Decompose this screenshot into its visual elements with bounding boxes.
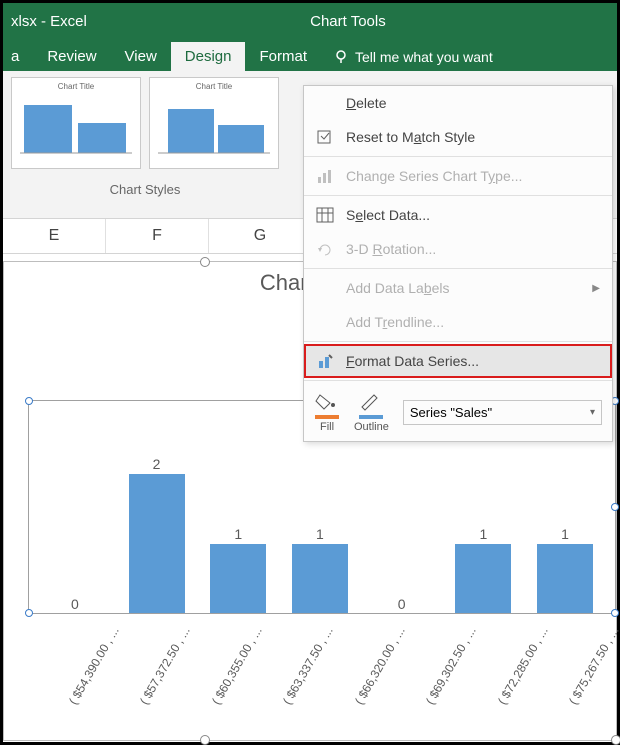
bar-value-label: 1	[561, 526, 569, 542]
menu-item-label: Add Data Labels	[346, 280, 450, 296]
selection-handle-icon[interactable]	[200, 257, 210, 267]
blank-icon	[314, 278, 336, 298]
bar-column[interactable]: 1	[537, 526, 593, 614]
bar[interactable]	[537, 544, 593, 614]
x-axis-label: ( $57,372.50 , ...	[137, 652, 177, 707]
bar-series[interactable]: 0 2 1 1 0 1 1	[34, 414, 606, 614]
selection-handle-icon[interactable]	[200, 735, 210, 745]
column-header[interactable]: G	[209, 219, 312, 253]
rotate-icon	[314, 239, 336, 259]
title-bar: xlsx - Excel Chart Tools	[3, 3, 617, 39]
x-axis-label: ( $54,390.00 , ...	[66, 652, 106, 707]
menu-item-label: Change Series Chart Type...	[346, 168, 522, 184]
x-axis-label: ( $72,285.00 , ...	[495, 652, 535, 707]
bar-column[interactable]: 0	[47, 596, 103, 614]
menu-item: Add Data Labels ▶	[304, 271, 612, 305]
series-selector[interactable]: Series "Sales"▾	[403, 400, 602, 425]
bar[interactable]	[292, 544, 348, 614]
fill-bucket-icon	[314, 391, 340, 413]
tell-me-search[interactable]: Tell me what you want	[321, 43, 505, 71]
bar-value-label: 2	[153, 456, 161, 472]
x-axis-label: ( $60,355.00 , ...	[209, 652, 249, 707]
outline-tool[interactable]: Outline	[354, 391, 389, 433]
ribbon-tab-strip: aReviewViewDesignFormatTell me what you …	[3, 39, 617, 71]
bar-column[interactable]: 1	[210, 526, 266, 614]
dropdown-arrow-icon: ▾	[590, 407, 595, 418]
menu-item: 3-D Rotation...	[304, 232, 612, 266]
menu-item[interactable]: Delete	[304, 86, 612, 120]
blank-icon	[314, 312, 336, 332]
filename-label: xlsx - Excel	[11, 13, 87, 30]
x-axis-label: ( $69,302.50 , ...	[423, 652, 463, 707]
lightbulb-icon	[333, 49, 349, 65]
format-icon	[314, 351, 336, 371]
menu-item-label: Select Data...	[346, 207, 430, 223]
bar-value-label: 0	[398, 596, 406, 612]
tab-review[interactable]: Review	[33, 42, 110, 71]
selection-handle-icon[interactable]	[611, 735, 620, 745]
menu-item-label: Format Data Series...	[346, 353, 479, 369]
mini-toolbar: Fill Outline Series "Sales"▾	[304, 383, 612, 441]
bar-column[interactable]: 1	[455, 526, 511, 614]
chart-style-thumb[interactable]: Chart Title	[11, 77, 141, 169]
chart-tools-label: Chart Tools	[272, 13, 424, 30]
tab-view[interactable]: View	[111, 42, 171, 71]
x-axis-labels: ( $54,390.00 , ...( $57,372.50 , ...( $6…	[34, 666, 606, 680]
menu-item-label: 3-D Rotation...	[346, 241, 436, 257]
outline-swatch	[359, 415, 383, 419]
menu-item: Add Trendline...	[304, 305, 612, 339]
column-header[interactable]: E	[3, 219, 106, 253]
menu-item-label: Reset to Match Style	[346, 129, 475, 145]
bar-value-label: 1	[234, 526, 242, 542]
bar[interactable]	[129, 474, 185, 614]
bar-column[interactable]: 0	[374, 596, 430, 614]
blank-icon	[314, 93, 336, 113]
submenu-arrow-icon: ▶	[592, 283, 600, 294]
reset-icon	[314, 127, 336, 147]
tab-a[interactable]: a	[7, 42, 33, 71]
bar-value-label: 0	[71, 596, 79, 612]
x-axis-label: ( $63,337.50 , ...	[280, 652, 320, 707]
menu-item[interactable]: Format Data Series...	[304, 344, 612, 378]
bar-value-label: 1	[479, 526, 487, 542]
tab-format[interactable]: Format	[245, 42, 321, 71]
chart-styles-label: Chart Styles	[11, 182, 279, 197]
menu-item: Change Series Chart Type...	[304, 159, 612, 193]
bar-column[interactable]: 2	[129, 456, 185, 614]
bar-value-label: 1	[316, 526, 324, 542]
x-axis-label: ( $66,320.00 , ...	[352, 652, 392, 707]
x-axis-label: ( $75,267.50 , ...	[566, 652, 606, 707]
fill-tool[interactable]: Fill	[314, 391, 340, 433]
chart-style-thumb[interactable]: Chart Title	[149, 77, 279, 169]
thumbnail-chart-icon	[154, 95, 274, 163]
menu-item-label: Delete	[346, 95, 386, 111]
select-data-icon	[314, 205, 336, 225]
menu-item[interactable]: Reset to Match Style	[304, 120, 612, 154]
menu-item[interactable]: Select Data...	[304, 198, 612, 232]
outline-pen-icon	[358, 391, 384, 413]
bar-column[interactable]: 1	[292, 526, 348, 614]
bar[interactable]	[455, 544, 511, 614]
bar[interactable]	[210, 544, 266, 614]
column-header[interactable]: F	[106, 219, 209, 253]
chart-type-icon	[314, 166, 336, 186]
chart-styles-gallery[interactable]: Chart Title Chart Title Chart Styles	[3, 71, 287, 218]
tab-design[interactable]: Design	[171, 42, 246, 71]
fill-swatch	[315, 415, 339, 419]
menu-item-label: Add Trendline...	[346, 314, 444, 330]
thumbnail-chart-icon	[16, 95, 136, 163]
context-menu: Delete Reset to Match Style Change Series …	[303, 85, 613, 442]
